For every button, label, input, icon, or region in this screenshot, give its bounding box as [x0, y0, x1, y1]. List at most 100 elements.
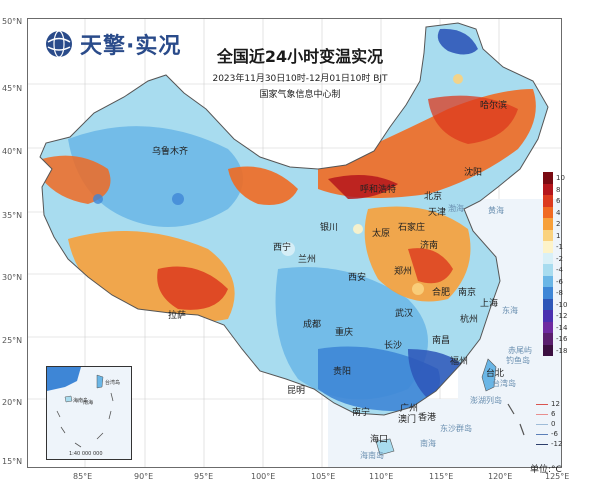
sea-label: 台湾岛 [492, 379, 516, 388]
sea-label: 赤尾屿 [508, 346, 532, 355]
inset-label: 南海 [83, 400, 94, 406]
city-label: 长沙 [384, 341, 403, 351]
colorbar-swatch [543, 298, 553, 310]
lon-label: 95°E [194, 472, 214, 481]
map-source: 国家气象信息中心制 [259, 90, 341, 100]
colorbar-label: -4 [556, 266, 563, 274]
lat-label: 35°N [2, 211, 23, 220]
colorbar-swatch [543, 172, 553, 184]
city-label: 海口 [370, 435, 389, 445]
colorbar-swatch [543, 344, 553, 356]
border-dashes [507, 403, 525, 436]
contour-legend-item: 0 [536, 420, 555, 428]
taiwan-island [481, 358, 497, 392]
city-label: 杭州 [460, 315, 479, 325]
city-label: 北京 [424, 192, 443, 202]
city-label: 拉萨 [168, 311, 187, 321]
colorbar-swatch [543, 287, 553, 299]
lat-label: 25°N [2, 336, 23, 345]
city-label: 郑州 [394, 267, 413, 277]
lat-label: 45°N [2, 84, 23, 93]
colorbar-label: -1 [556, 243, 563, 251]
city-label: 西安 [348, 273, 367, 283]
colorbar-label: 2 [556, 220, 561, 228]
contour-line-swatch [536, 443, 548, 445]
city-label: 昆明 [287, 386, 306, 396]
contour-legend-label: 12 [551, 400, 560, 408]
city-label: 武汉 [395, 309, 414, 319]
lon-label: 115°E [429, 472, 454, 481]
colorbar-label: -12 [556, 312, 568, 320]
inset-label: 1:40 000 000 [69, 451, 103, 457]
colorbar-swatch [543, 206, 553, 218]
city-label: 银川 [320, 223, 339, 233]
city-label: 合肥 [432, 288, 451, 298]
lon-label: 85°E [73, 472, 93, 481]
colorbar-swatch [543, 264, 553, 276]
city-label: 太原 [372, 229, 391, 239]
city-label: 福州 [450, 357, 469, 367]
lon-label: 125°E [545, 472, 570, 481]
south-china-sea-inset: 南海 台湾岛 海南岛 1:40 000 000 [46, 366, 132, 460]
inset-label: 台湾岛 [105, 380, 121, 386]
sea-label: 东沙群岛 [440, 424, 472, 433]
city-label: 重庆 [335, 328, 354, 338]
hainan-island [375, 438, 395, 456]
city-label: 济南 [420, 241, 439, 251]
contour-legend-item: 12 [536, 400, 560, 408]
contour-legend-item: 6 [536, 410, 555, 418]
lon-label: 90°E [134, 472, 154, 481]
sea-label: 钓鱼岛 [506, 356, 530, 365]
colorbar-swatch [543, 229, 553, 241]
colorbar-swatch [543, 241, 553, 253]
sea-label: 澎湖列岛 [470, 396, 502, 405]
colorbar-swatch [543, 310, 553, 322]
globe-icon [46, 30, 72, 58]
colorbar-swatch [543, 321, 553, 333]
colorbar-label: 8 [556, 185, 561, 194]
sea-label: 海南岛 [360, 451, 384, 460]
colorbar-label: -18 [556, 346, 568, 355]
lon-label: 105°E [311, 472, 336, 481]
city-label: 兰州 [298, 255, 317, 265]
city-label: 香港 [418, 413, 437, 423]
lat-label: 40°N [2, 147, 23, 156]
contour-legend-label: -12 [551, 440, 563, 448]
sea-label: 渤海 [448, 204, 464, 213]
contour-legend-label: 6 [551, 410, 556, 418]
colorbar-label: 6 [556, 197, 561, 205]
colorbar-swatch [543, 252, 553, 264]
colorbar-swatch [543, 183, 553, 195]
map-frame [27, 18, 562, 468]
city-label: 成都 [303, 320, 322, 330]
map-title: 全国近24小时变温实况 [216, 47, 384, 66]
map-time-range: 2023年11月30日10时-12月01日10时 BJT [212, 74, 388, 84]
lat-label: 15°N [2, 457, 23, 466]
city-label: 乌鲁木齐 [152, 147, 189, 157]
colorbar-label: -8 [556, 289, 563, 297]
inset-map [47, 367, 131, 459]
city-label: 石家庄 [398, 223, 426, 233]
colorbar-swatch [543, 218, 553, 230]
sea-label: 黄海 [488, 206, 504, 215]
colorbar-label: -2 [556, 254, 563, 263]
city-label: 南昌 [432, 336, 451, 346]
contour-legend-label: -6 [551, 430, 558, 438]
sea-label: 东海 [502, 306, 518, 315]
city-label: 贵阳 [333, 367, 352, 377]
lon-label: 100°E [251, 472, 276, 481]
city-label: 天津 [428, 208, 447, 218]
city-label: 广州 [400, 404, 419, 414]
colorbar-label: -6 [556, 277, 563, 286]
colorbar-swatch [543, 195, 553, 207]
brand-name: 天擎·实况 [80, 34, 182, 59]
city-label: 澳门 [398, 415, 417, 425]
lat-label: 30°N [2, 273, 23, 282]
china-border [39, 22, 549, 416]
colorbar-label: 4 [556, 208, 561, 217]
colorbar-label: -14 [556, 323, 568, 332]
city-label: 台北 [486, 369, 505, 379]
colorbar-label: -10 [556, 300, 568, 309]
lon-label: 120°E [488, 472, 513, 481]
colorbar-label: 10 [556, 174, 565, 182]
